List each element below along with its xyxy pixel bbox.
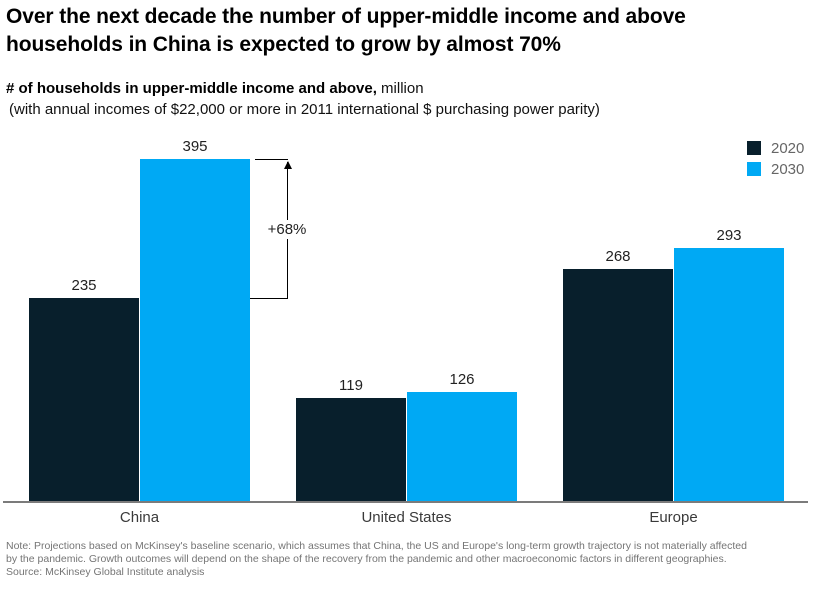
growth-percent-label: +68% — [260, 220, 314, 239]
chart-subtitle-unit: million — [376, 80, 424, 97]
bar-europe-2020 — [563, 269, 673, 501]
category-label-china: China — [119, 509, 160, 526]
bar-united-states-2020 — [296, 398, 406, 501]
bar-europe-2030 — [674, 248, 784, 501]
legend-label-2020: 2020 — [771, 139, 805, 157]
legend-swatch-2020 — [747, 141, 761, 155]
legend-item-2030: 2030 — [747, 160, 805, 178]
note-line2: by the pandemic. Growth outcomes will de… — [6, 553, 727, 565]
legend-item-2020: 2020 — [747, 139, 805, 157]
growth-arrow-up-icon — [283, 161, 292, 169]
growth-bracket-bottom-line — [250, 298, 288, 299]
bar-value-label: 395 — [182, 138, 208, 155]
bar-value-label: 235 — [71, 277, 97, 294]
page-title-line1: Over the next decade the number of upper… — [6, 5, 686, 28]
growth-bracket-top-line — [255, 159, 288, 160]
bar-china-2020 — [29, 298, 139, 501]
bar-value-label: 126 — [449, 371, 475, 388]
category-label-united-states: United States — [361, 509, 452, 526]
page-title: Over the next decade the number of upper… — [6, 3, 766, 59]
category-label-europe: Europe — [649, 509, 698, 526]
source-line: Source: McKinsey Global Institute analys… — [6, 566, 205, 578]
chart-subtitle-detail: (with annual incomes of $22,000 or more … — [9, 101, 600, 118]
chart-subtitle: # of households in upper-middle income a… — [6, 80, 424, 97]
x-axis-line — [3, 501, 808, 503]
legend-swatch-2030 — [747, 162, 761, 176]
chart-subtitle-bold: # of households in upper-middle income a… — [6, 80, 377, 97]
page-title-line2: households in China is expected to grow … — [6, 33, 561, 56]
footer-notes: Note: Projections based on McKinsey's ba… — [6, 540, 812, 579]
bar-value-label: 293 — [716, 227, 742, 244]
bar-value-label: 268 — [605, 248, 631, 265]
bar-china-2030 — [140, 159, 250, 501]
bar-value-label: 119 — [339, 377, 363, 394]
bar-united-states-2030 — [407, 392, 517, 501]
legend-label-2030: 2030 — [771, 160, 805, 178]
note-line1: Note: Projections based on McKinsey's ba… — [6, 540, 747, 552]
